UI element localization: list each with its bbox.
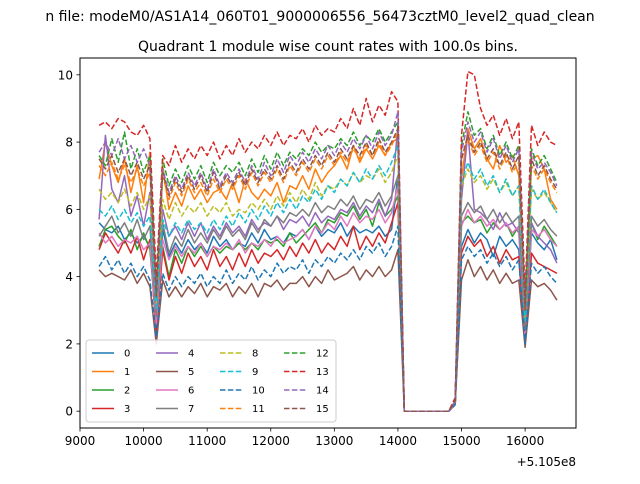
y-tick-label: 8 — [65, 136, 73, 150]
x-tick-label: 10000 — [124, 434, 162, 448]
y-tick-label: 10 — [58, 68, 73, 82]
legend-label-0: 0 — [124, 349, 130, 360]
series-line-6 — [98, 185, 558, 412]
chart-title: Quadrant 1 module wise count rates with … — [138, 39, 518, 55]
legend-label-8: 8 — [252, 349, 258, 360]
series-line-7 — [98, 174, 558, 412]
series-line-11 — [98, 131, 558, 412]
x-tick-label: 16000 — [506, 434, 544, 448]
series-line-0 — [98, 174, 558, 412]
plot-series — [98, 70, 558, 412]
series-line-14 — [98, 111, 558, 412]
legend-label-6: 6 — [188, 386, 194, 397]
y-axis: 0 2 4 6 8 10 — [58, 68, 80, 419]
x-tick-label: 13000 — [315, 434, 353, 448]
legend-box — [85, 339, 337, 423]
legend-label-5: 5 — [188, 367, 194, 378]
legend-label-1: 1 — [124, 367, 130, 378]
x-tick-label: 9000 — [65, 434, 96, 448]
legend-label-12: 12 — [316, 349, 329, 360]
x-tick-label: 12000 — [252, 434, 290, 448]
chart-suptitle: n file: modeM0/AS1A14_060T01_9000006556_… — [45, 9, 594, 25]
series-line-5 — [98, 248, 558, 412]
legend-label-13: 13 — [316, 367, 329, 378]
plot-frame — [79, 57, 577, 429]
series-line-2 — [98, 195, 558, 412]
legend-label-4: 4 — [188, 349, 194, 360]
legend-label-9: 9 — [252, 367, 258, 378]
series-line-1 — [98, 127, 558, 412]
x-offset-label: +5.105e8 — [517, 455, 576, 469]
y-tick-label: 6 — [65, 203, 73, 217]
series-line-3 — [98, 201, 558, 412]
series-line-15 — [98, 127, 558, 412]
legend-label-7: 7 — [188, 404, 194, 415]
x-tick-label: 15000 — [442, 434, 480, 448]
y-tick-label: 4 — [65, 270, 73, 284]
legend-label-11: 11 — [252, 404, 265, 415]
series-line-4 — [98, 124, 558, 412]
legend-label-10: 10 — [252, 386, 265, 397]
x-axis: 9000 10000 11000 12000 13000 14000 15000 16000 — [65, 428, 544, 448]
x-tick-label: 14000 — [379, 434, 417, 448]
y-tick-label: 2 — [65, 337, 73, 351]
y-tick-label: 0 — [65, 405, 73, 419]
series-line-9 — [98, 144, 558, 412]
legend-label-14: 14 — [316, 386, 329, 397]
legend-label-15: 15 — [316, 404, 329, 415]
legend-label-3: 3 — [124, 404, 130, 415]
series-line-8 — [98, 154, 558, 412]
series-line-13 — [98, 70, 558, 412]
x-tick-label: 11000 — [188, 434, 226, 448]
legend-label-2: 2 — [124, 386, 130, 397]
series-line-10 — [98, 225, 558, 412]
series-line-12 — [98, 111, 558, 412]
